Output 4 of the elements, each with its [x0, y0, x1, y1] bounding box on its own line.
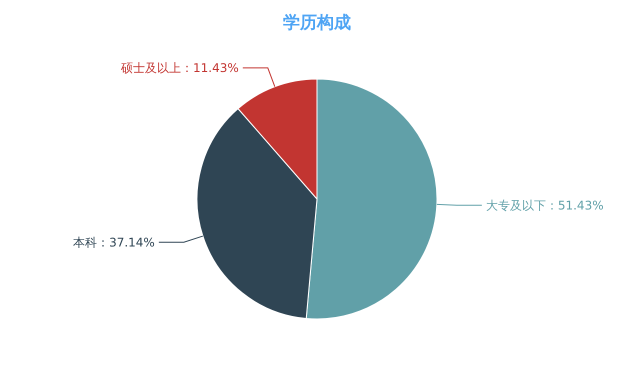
slice-label: 硕士及以上：11.43%	[120, 60, 239, 75]
title: 学历构成	[283, 13, 351, 33]
slice-label: 大专及以下：51.43%	[486, 198, 604, 212]
slice-label: 本科：37.14%	[73, 235, 155, 250]
